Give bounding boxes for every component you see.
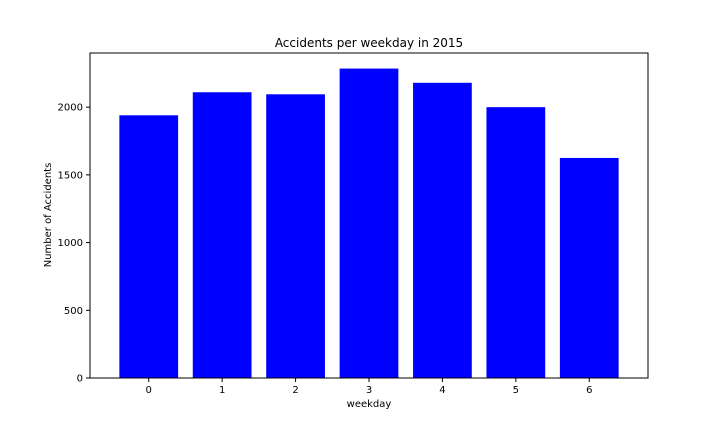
x-axis-ticks: 0 1 2 3 4 5 6 [146,378,592,396]
bar-weekday-5 [486,107,546,379]
chart-title: Accidents per weekday in 2015 [275,36,463,50]
y-tick-label: 1500 [58,170,83,181]
bar-weekday-2 [266,94,325,379]
bars-group [119,68,619,379]
bar-weekday-1 [192,92,252,379]
x-tick-label: 0 [146,385,152,396]
bar-weekday-0 [119,115,179,378]
y-axis-ticks: 0 500 1000 1500 2000 [58,103,90,385]
x-tick-label: 2 [292,385,298,396]
x-tick-label: 4 [439,385,445,396]
y-tick-label: 0 [77,374,83,385]
bar-weekday-3 [339,68,399,378]
x-tick-label: 5 [513,385,519,396]
y-axis-label: Number of Accidents [43,163,54,268]
y-tick-label: 500 [64,306,83,317]
x-tick-label: 6 [586,385,592,396]
bar-weekday-6 [559,157,619,378]
x-tick-label: 1 [219,385,225,396]
x-tick-label: 3 [366,385,372,396]
x-axis-label: weekday [347,399,392,410]
y-tick-label: 1000 [58,238,83,249]
bar-weekday-4 [413,82,472,378]
y-tick-label: 2000 [58,103,83,114]
